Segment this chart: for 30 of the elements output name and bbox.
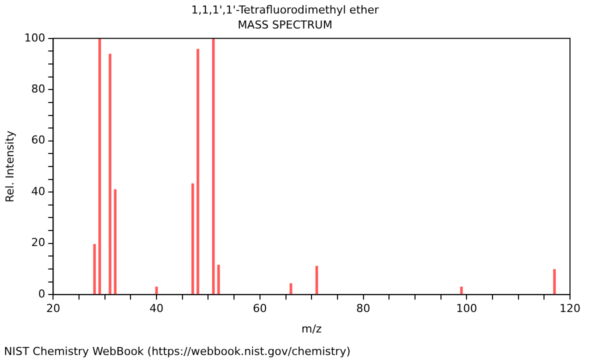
chart-subtitle: MASS SPECTRUM	[238, 18, 332, 32]
bar	[315, 266, 318, 294]
bar	[196, 48, 200, 294]
y-axis-title: Rel. Intensity	[3, 130, 16, 202]
bar	[191, 183, 194, 294]
bar	[217, 264, 220, 294]
y-tick-label: 0	[38, 287, 46, 300]
x-tick-label: 80	[356, 302, 370, 316]
bar	[553, 269, 556, 294]
chart-title: 1,1,1',1'-Tetrafluorodimethyl ether	[191, 3, 380, 16]
bar	[108, 54, 112, 294]
x-tick-label: 120	[560, 302, 580, 316]
bar	[460, 286, 463, 294]
x-tick-label: 40	[150, 302, 164, 316]
y-tick-label: 100	[24, 31, 46, 44]
x-tick-label: 20	[46, 302, 60, 316]
text: NIST Chemistry WebBook (https://webbook.nist.gov/chemistry)	[4, 345, 350, 358]
x-tick-label: 100	[456, 302, 478, 316]
bar	[212, 38, 215, 294]
bar	[93, 244, 96, 294]
y-tick-label: 40	[31, 184, 46, 198]
y-tick-label: 60	[31, 134, 46, 147]
bar	[290, 283, 292, 294]
bar	[155, 286, 158, 294]
y-tick-label: 20	[31, 236, 46, 250]
x-axis-title: m/z	[301, 322, 322, 336]
bar	[114, 189, 117, 294]
x-tick-label: 60	[252, 302, 267, 316]
y-tick-label: 80	[31, 82, 46, 96]
bar	[98, 38, 102, 294]
